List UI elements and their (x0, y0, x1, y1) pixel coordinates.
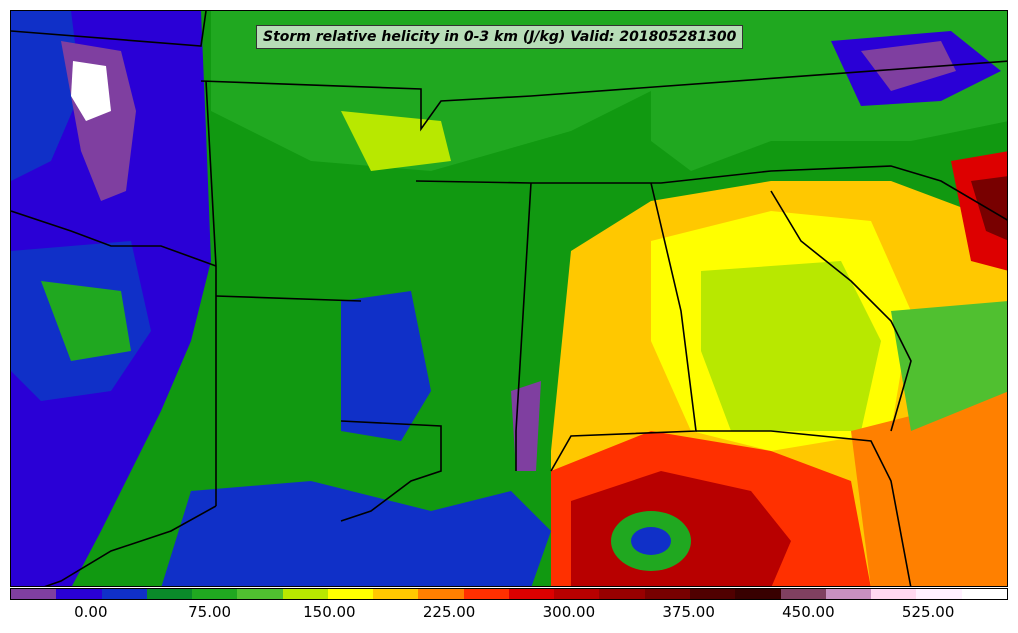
colorbar-segment (237, 589, 283, 599)
field-green-east (891, 301, 1007, 431)
field-orange-east (851, 391, 1007, 586)
colorbar-segment (554, 589, 600, 599)
colorbar-segment (780, 589, 826, 599)
colorbar-segment (282, 589, 328, 599)
colorbar-labels: 0.00 75.00 150.00 225.00 300.00 375.00 450.00 5… (10, 603, 1008, 625)
colorbar-segment (825, 589, 872, 599)
field-darkred-ne (971, 176, 1007, 241)
field-purple-al (511, 381, 541, 471)
colorbar-segment (56, 589, 102, 599)
colorbar-tick-label: 0.00 (74, 603, 108, 621)
field-purple-ne (861, 41, 956, 91)
map-panel: Storm relative helicity in 0-3 km (J/kg)… (10, 10, 1008, 587)
colorbar-tick-label: 450.00 (782, 603, 835, 621)
colorbar-segment (689, 589, 736, 599)
field-white-nw (71, 61, 111, 121)
colorbar-segment (373, 589, 419, 599)
colorbar-segment (192, 589, 238, 599)
field-mid-north (211, 11, 651, 171)
colorbar-segment (916, 589, 962, 599)
storm-eye (631, 527, 671, 555)
colorbar-segment (871, 589, 917, 599)
colorbar-segment (735, 589, 781, 599)
helicity-map (11, 11, 1007, 586)
map-title: Storm relative helicity in 0-3 km (J/kg)… (256, 25, 744, 49)
colorbar-tick-label: 75.00 (188, 603, 232, 621)
colorbar-segment (418, 589, 464, 599)
colorbar-tick-label: 525.00 (901, 603, 955, 621)
colorbar-segment (599, 589, 645, 599)
colorbar-segment (463, 589, 509, 599)
colorbar-tick-label: 150.00 (303, 603, 356, 621)
state-boundaries (11, 11, 1007, 586)
colorbar-segment (644, 589, 690, 599)
field-low-ms (341, 291, 431, 441)
colorbar-tick-label: 225.00 (422, 603, 476, 621)
colorbar-segment (961, 589, 1007, 599)
field-lime-se (701, 261, 881, 431)
colorbar (10, 588, 1008, 600)
colorbar-segment (508, 589, 555, 599)
field-low-gulf (161, 481, 551, 586)
field-mid-tx (41, 281, 131, 361)
colorbar-segment (101, 589, 147, 599)
colorbar-tick-label: 375.00 (662, 603, 715, 621)
colorbar-segment (327, 589, 374, 599)
colorbar-segment (146, 589, 193, 599)
colorbar-tick-label: 300.00 (542, 603, 596, 621)
colorbar-segment (11, 589, 57, 599)
